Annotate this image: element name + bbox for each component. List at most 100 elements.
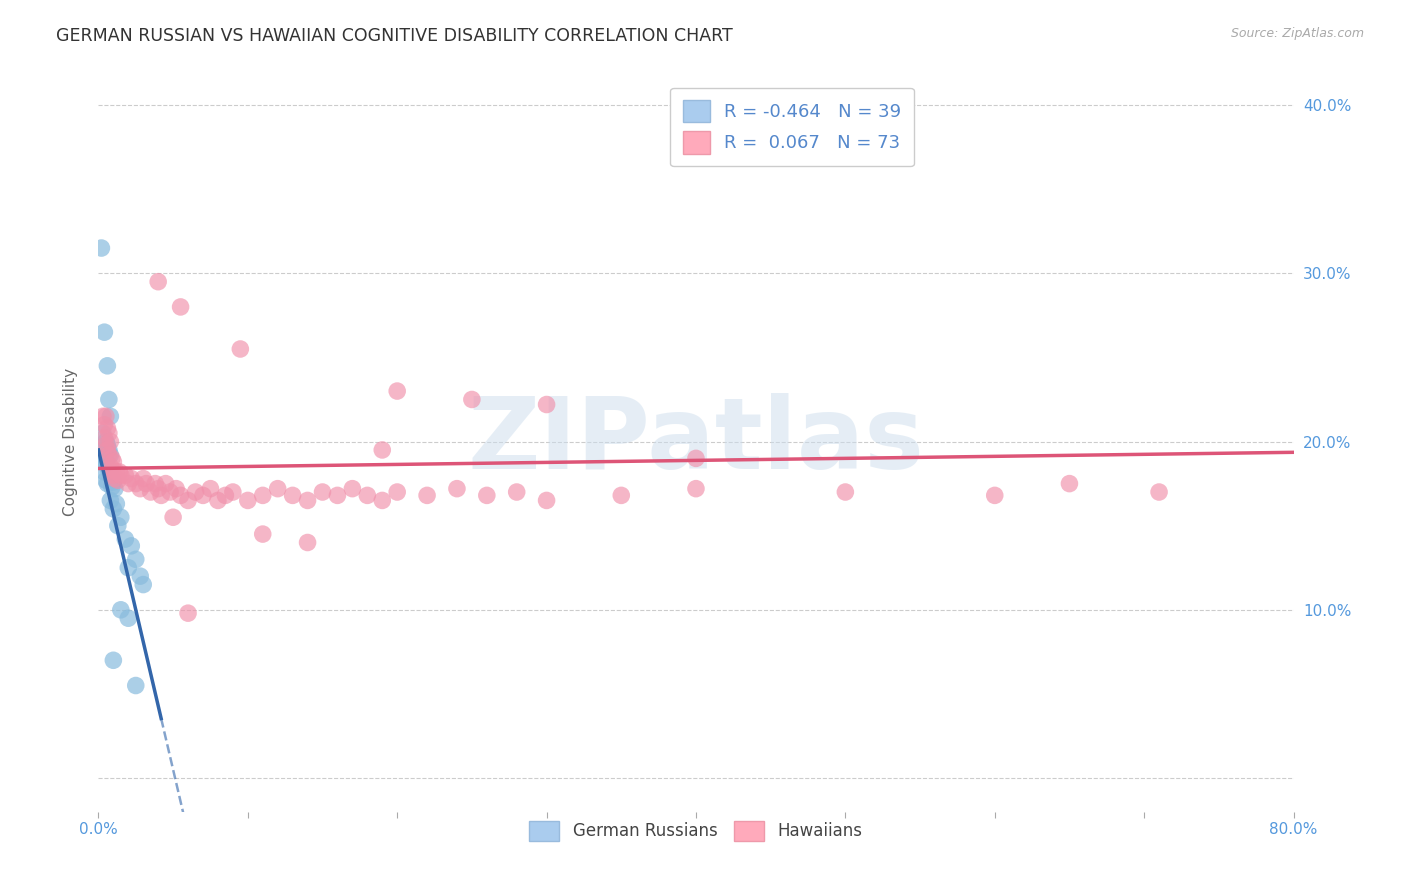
Point — [101, 480, 124, 494]
Point — [103, 468, 125, 483]
Point — [536, 493, 558, 508]
Point — [93, 431, 115, 445]
Point — [129, 569, 152, 583]
Point — [311, 485, 333, 500]
Point — [371, 442, 394, 457]
Point — [93, 465, 115, 479]
Point — [297, 535, 319, 549]
Point — [101, 463, 124, 477]
Point — [129, 482, 152, 496]
Point — [120, 539, 142, 553]
Point — [143, 476, 166, 491]
Point — [191, 488, 214, 502]
Point — [475, 488, 498, 502]
Point — [94, 434, 117, 449]
Point — [91, 426, 114, 441]
Point — [98, 409, 122, 424]
Point — [685, 482, 707, 496]
Point — [97, 442, 120, 457]
Point — [148, 482, 170, 496]
Point — [117, 611, 139, 625]
Point — [385, 485, 409, 500]
Point — [506, 485, 529, 500]
Point — [94, 473, 117, 487]
Point — [110, 510, 132, 524]
Point — [252, 527, 274, 541]
Point — [96, 438, 118, 452]
Point — [252, 488, 274, 502]
Text: GERMAN RUSSIAN VS HAWAIIAN COGNITIVE DISABILITY CORRELATION CHART: GERMAN RUSSIAN VS HAWAIIAN COGNITIVE DIS… — [56, 27, 733, 45]
Point — [834, 485, 856, 500]
Point — [1059, 476, 1081, 491]
Point — [536, 398, 558, 412]
Point — [184, 485, 207, 500]
Point — [222, 485, 245, 500]
Point — [94, 438, 117, 452]
Point — [94, 455, 117, 469]
Legend: German Russians, Hawaiians: German Russians, Hawaiians — [523, 814, 869, 847]
Point — [214, 488, 236, 502]
Point — [117, 476, 139, 491]
Point — [416, 488, 439, 502]
Point — [96, 442, 118, 457]
Point — [117, 560, 139, 574]
Point — [132, 577, 155, 591]
Point — [125, 679, 148, 693]
Point — [110, 603, 132, 617]
Point — [200, 482, 222, 496]
Point — [97, 448, 120, 462]
Point — [135, 476, 157, 491]
Point — [97, 392, 120, 407]
Point — [125, 476, 148, 491]
Text: Source: ZipAtlas.com: Source: ZipAtlas.com — [1230, 27, 1364, 40]
Point — [93, 442, 115, 457]
Point — [90, 455, 112, 469]
Point — [96, 459, 118, 474]
Point — [91, 409, 114, 424]
Point — [101, 471, 124, 485]
Point — [371, 493, 394, 508]
Point — [104, 482, 127, 496]
Point — [98, 459, 122, 474]
Point — [94, 409, 117, 424]
Point — [98, 493, 122, 508]
Point — [984, 488, 1007, 502]
Point — [229, 342, 252, 356]
Point — [177, 493, 200, 508]
Point — [93, 325, 115, 339]
Point — [169, 300, 191, 314]
Point — [446, 482, 468, 496]
Point — [148, 275, 170, 289]
Point — [236, 493, 259, 508]
Point — [96, 421, 118, 435]
Point — [342, 482, 364, 496]
Point — [610, 488, 633, 502]
Point — [98, 468, 122, 483]
Point — [281, 488, 304, 502]
Point — [105, 497, 128, 511]
Point — [107, 473, 129, 487]
Point — [120, 471, 142, 485]
Point — [326, 488, 349, 502]
Point — [114, 532, 136, 546]
Point — [110, 468, 132, 483]
Point — [139, 485, 162, 500]
Point — [107, 518, 129, 533]
Point — [267, 482, 290, 496]
Point — [177, 606, 200, 620]
Point — [98, 448, 122, 462]
Point — [96, 476, 118, 491]
Point — [105, 465, 128, 479]
Point — [103, 501, 125, 516]
Point — [461, 392, 484, 407]
Point — [103, 455, 125, 469]
Point — [159, 485, 181, 500]
Point — [90, 241, 112, 255]
Point — [103, 653, 125, 667]
Point — [97, 463, 120, 477]
Point — [385, 384, 409, 398]
Point — [114, 468, 136, 483]
Point — [169, 488, 191, 502]
Point — [97, 426, 120, 441]
Point — [150, 488, 173, 502]
